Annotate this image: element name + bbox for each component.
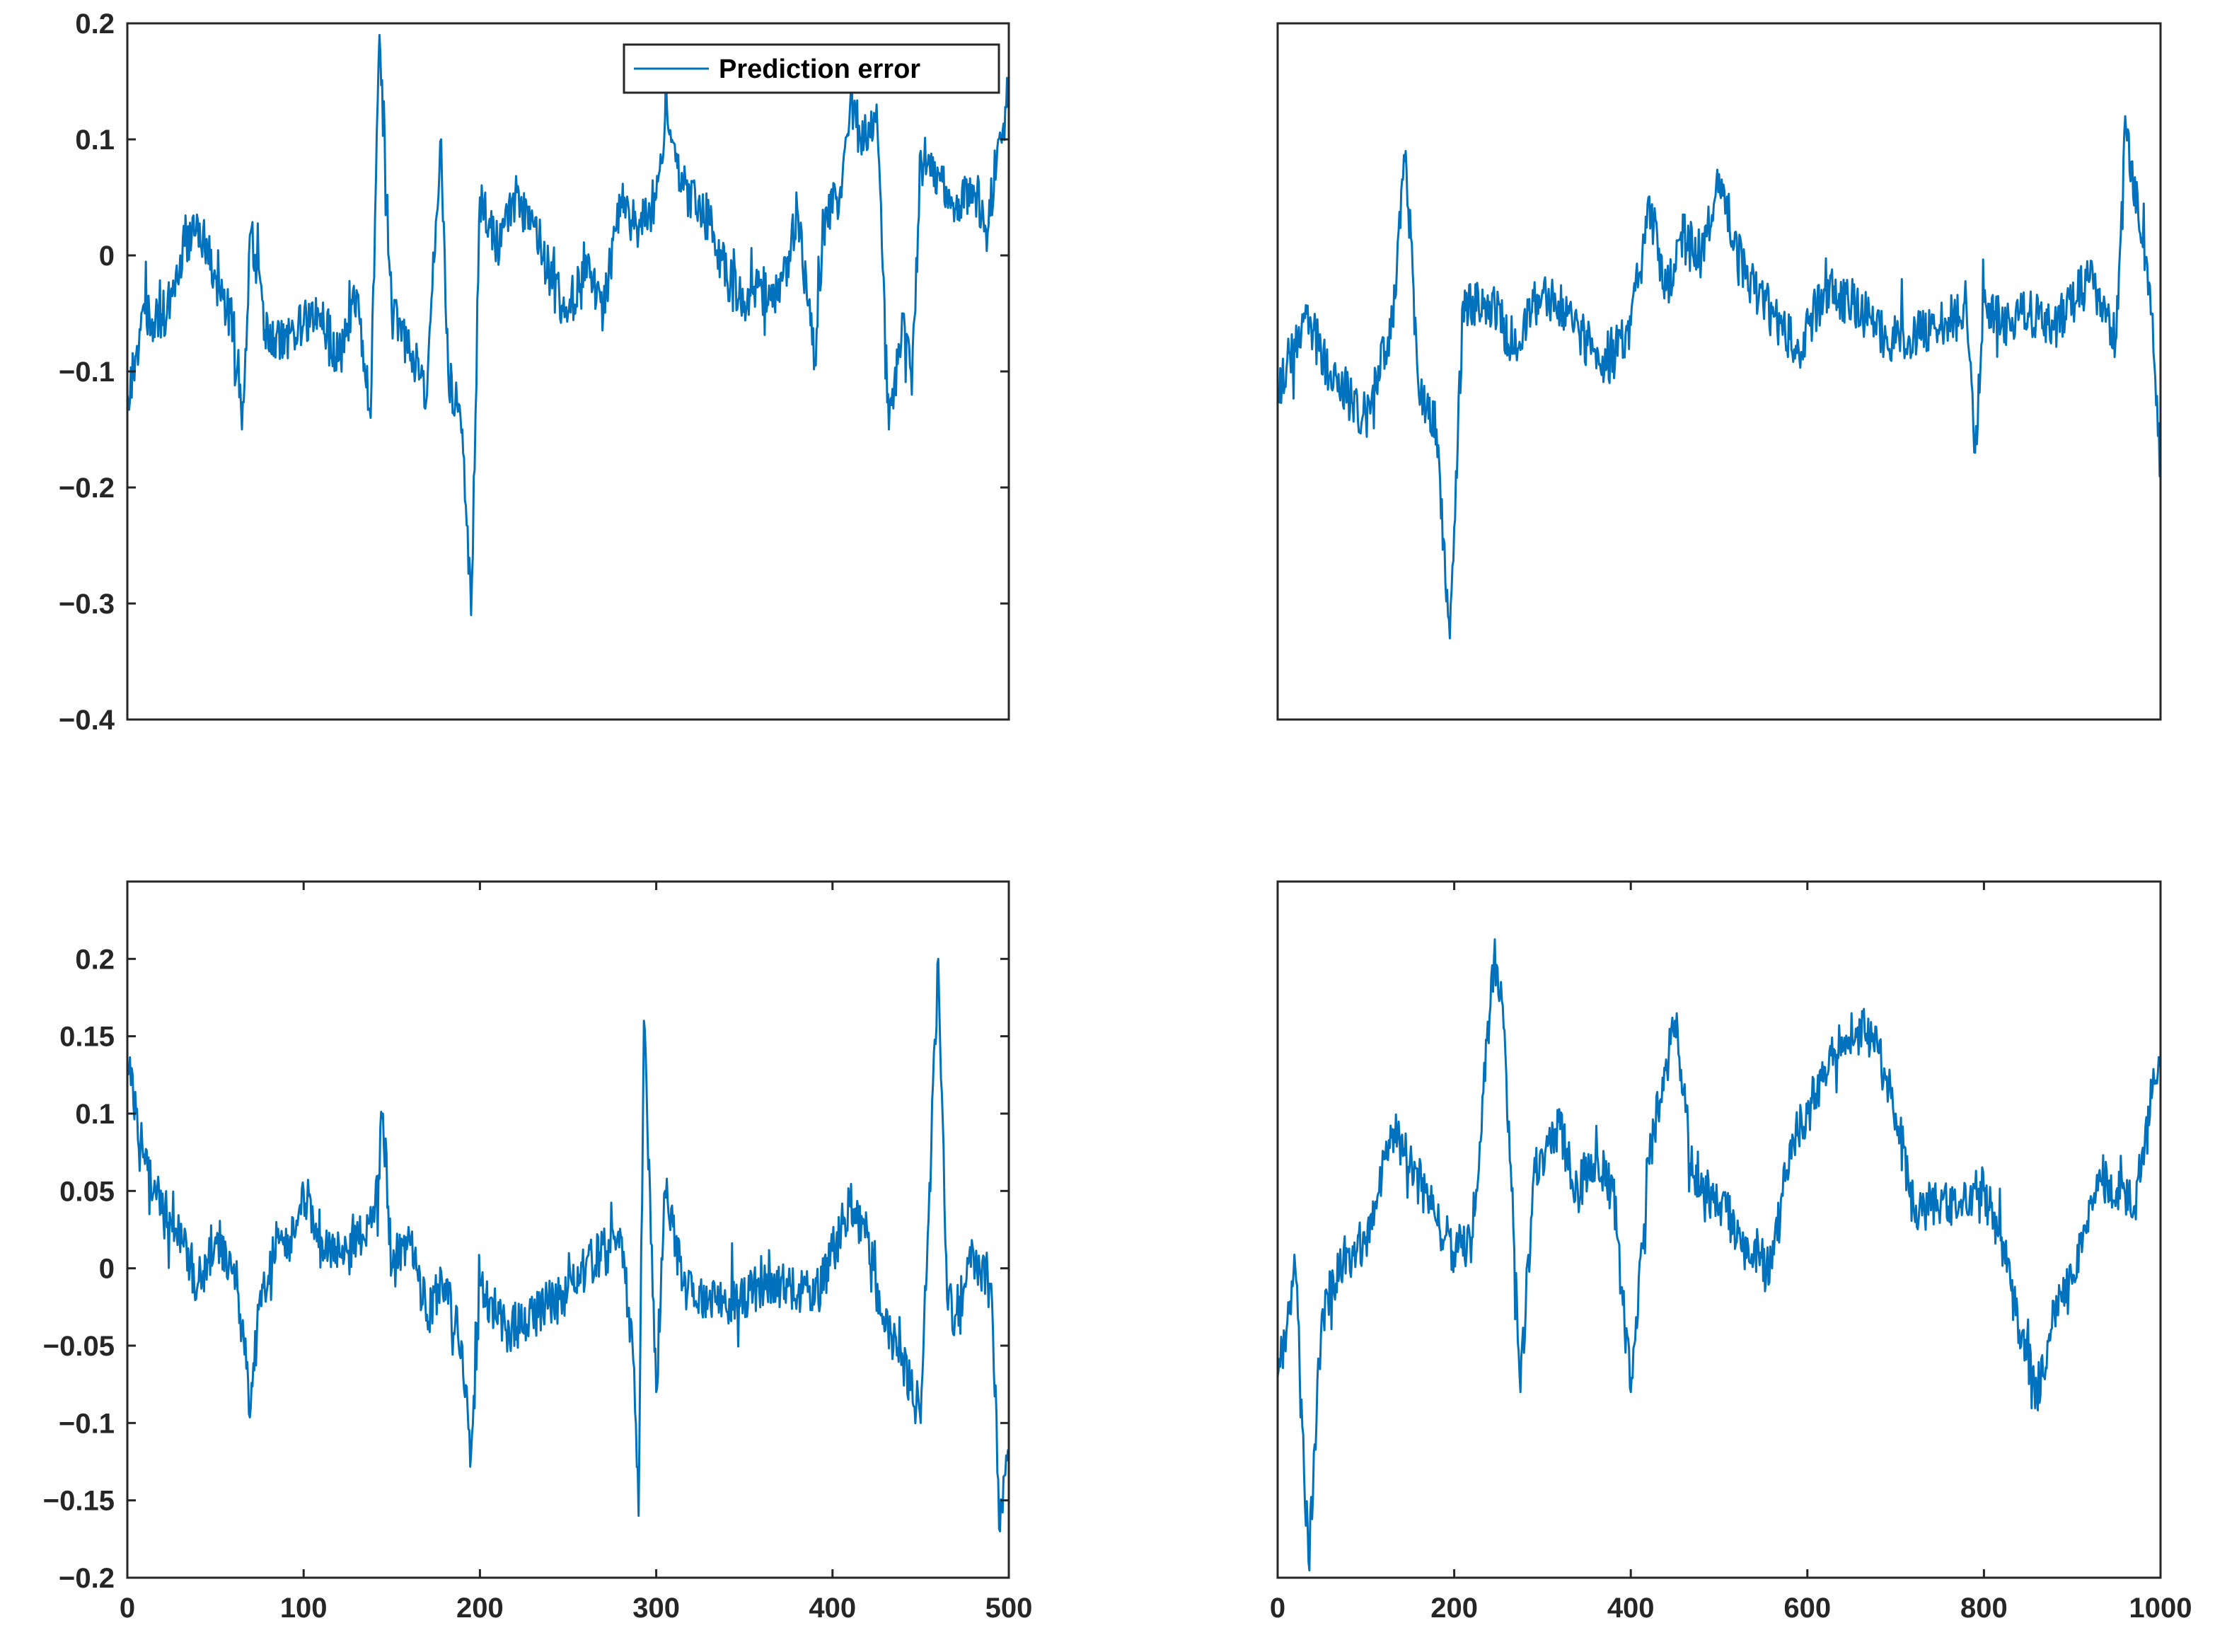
x-tick-label: 400 [809,1593,856,1624]
y-tick-label: −0.2 [59,473,115,504]
y-tick-label: −0.15 [43,1486,115,1517]
y-tick-label: −0.1 [59,1408,115,1439]
y-tick-label: 0 [99,241,115,272]
x-tick-label: 300 [632,1593,680,1624]
y-tick-label: 0.1 [75,1099,115,1130]
axes-box [1276,880,2162,1579]
axes-box [1276,22,2162,721]
y-tick-label: 0.2 [75,944,115,975]
x-tick-label: 200 [1430,1593,1478,1624]
y-tick-label: 0.05 [59,1176,115,1207]
x-tick-label: 0 [1270,1593,1285,1624]
series-line-panel-3 [127,957,1009,1532]
series-line-prediction-error [127,33,1009,616]
y-tick-label: −0.1 [59,357,115,388]
panel-top-left: −0.4 −0.3 −0.2 −0.1 0 0.1 0.2 Prediction error [59,8,1010,736]
series-line-panel-4 [1278,938,2161,1572]
y-tick-label: 0 [99,1254,115,1285]
x-tick-label: 0 [120,1593,135,1624]
legend: Prediction error [623,43,1000,94]
axes-box [126,880,1010,1579]
y-tick-label: −0.05 [43,1331,115,1362]
y-tick-label: −0.2 [59,1563,115,1594]
x-tick-label: 800 [1960,1593,2008,1624]
panel-bottom-right: 0 200 400 600 800 1000 [1270,880,2192,1624]
x-tick-label: 100 [280,1593,328,1624]
x-tick-label: 400 [1607,1593,1655,1624]
series-line-panel-2 [1278,115,2161,640]
y-tick-label: −0.4 [59,705,115,736]
panel-top-right [1276,22,2162,721]
y-tick-label: −0.3 [59,589,115,620]
legend-label: Prediction error [719,54,920,84]
x-tick-label: 500 [985,1593,1033,1624]
y-tick-label: 0.1 [75,125,115,156]
x-tick-label: 1000 [2129,1593,2192,1624]
y-tick-label: 0.2 [75,8,115,40]
panel-bottom-left: −0.2 −0.15 −0.1 −0.05 0 0.05 0.1 0.15 0.2 0 100 200… [43,880,1033,1624]
y-tick-label: 0.15 [59,1022,115,1053]
x-tick-label: 200 [456,1593,504,1624]
x-tick-label: 600 [1783,1593,1831,1624]
